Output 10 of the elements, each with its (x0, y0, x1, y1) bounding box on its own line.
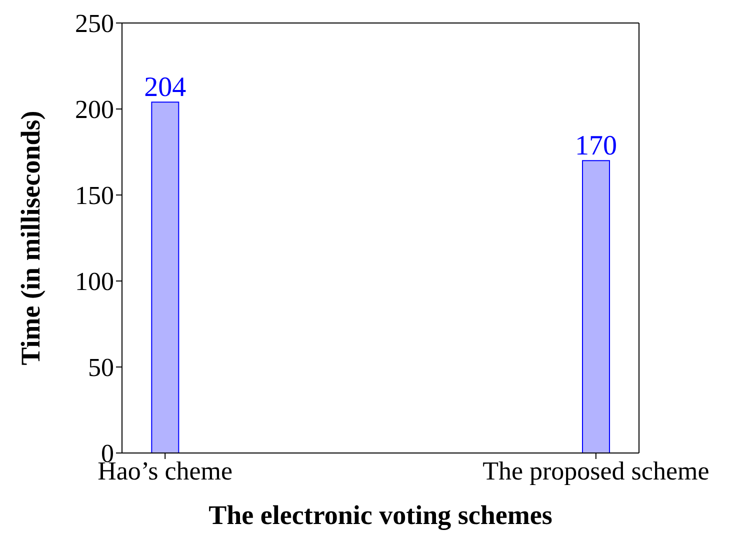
data-label: 170 (575, 130, 617, 162)
y-tick-label: 200 (75, 95, 114, 124)
y-axis-title: Time (in milliseconds) (16, 110, 46, 366)
y-tick-label: 50 (88, 353, 114, 382)
y-tick-label: 150 (75, 181, 114, 210)
y-tick-label: 100 (75, 267, 114, 296)
y-tick-label: 250 (75, 9, 114, 38)
data-label: 204 (144, 72, 186, 104)
x-axis-title: The electronic voting schemes (208, 500, 552, 530)
x-tick-label: The proposed scheme (482, 456, 710, 486)
